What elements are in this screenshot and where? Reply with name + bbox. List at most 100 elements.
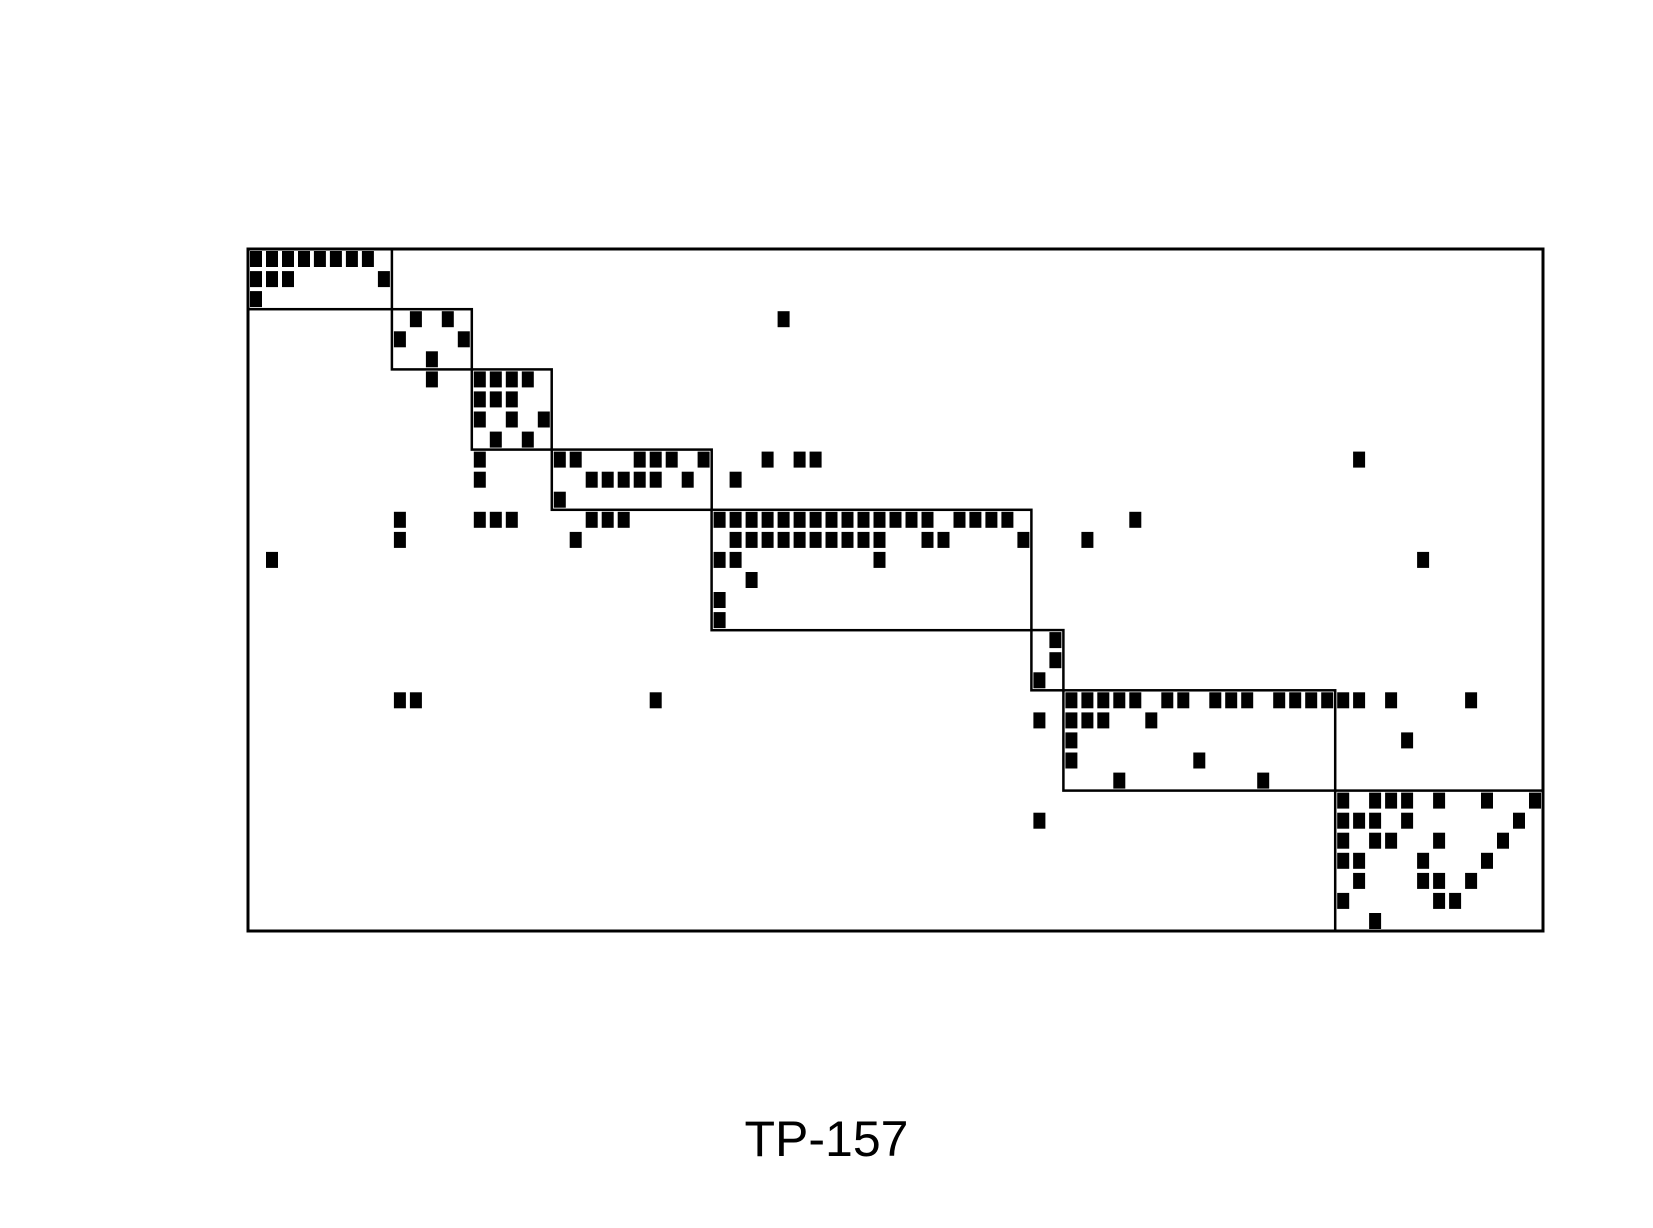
matrix-cell xyxy=(777,511,790,528)
matrix-cell xyxy=(1433,792,1446,809)
matrix-cell xyxy=(1305,692,1318,709)
matrix-cell xyxy=(505,391,518,408)
matrix-cell xyxy=(505,511,518,528)
matrix-cell xyxy=(1337,792,1350,809)
matrix-cell xyxy=(841,531,854,548)
matrix-cell xyxy=(473,391,486,408)
matrix-cell xyxy=(282,271,294,288)
matrix-cell xyxy=(873,531,886,548)
matrix-cell xyxy=(1465,692,1478,709)
matrix-cell xyxy=(473,371,486,388)
matrix-cell xyxy=(649,692,662,709)
matrix-cell xyxy=(1129,511,1142,528)
matrix-cell xyxy=(1481,792,1493,809)
matrix-cell xyxy=(393,331,406,348)
matrix-cell xyxy=(761,531,774,548)
matrix-cell xyxy=(1401,732,1414,749)
matrix-cell xyxy=(1001,511,1014,528)
matrix-cell xyxy=(1513,812,1525,829)
matrix-cell xyxy=(250,271,262,288)
matrix-cell xyxy=(457,331,470,348)
matrix-cell xyxy=(250,291,262,308)
matrix-cell xyxy=(729,531,742,548)
matrix-cell xyxy=(393,531,406,548)
matrix-cell xyxy=(1369,832,1382,849)
matrix-cell xyxy=(697,451,710,468)
matrix-cell xyxy=(489,511,502,528)
matrix-cell xyxy=(777,531,790,548)
matrix-cell xyxy=(745,531,758,548)
matrix-cell xyxy=(1033,812,1046,829)
matrix-cell xyxy=(569,531,582,548)
matrix-cell xyxy=(1145,712,1158,729)
block-outline xyxy=(550,448,713,512)
matrix-cell xyxy=(361,251,374,267)
matrix-cell xyxy=(761,511,774,528)
matrix-cell xyxy=(1033,672,1046,689)
block-outline xyxy=(1062,689,1337,792)
matrix-cell xyxy=(1385,832,1398,849)
matrix-cell xyxy=(713,592,726,608)
matrix-cell xyxy=(1065,712,1078,729)
matrix-cell xyxy=(937,531,950,548)
matrix-cell xyxy=(1417,551,1430,568)
matrix-cell xyxy=(633,471,646,488)
matrix-cell xyxy=(1353,692,1366,709)
matrix-cell xyxy=(889,511,902,528)
matrix-cell xyxy=(825,511,838,528)
matrix-cell xyxy=(313,251,326,267)
matrix-cell xyxy=(825,531,838,548)
matrix-cell xyxy=(1529,792,1541,809)
matrix-cell xyxy=(617,471,630,488)
matrix-cell xyxy=(1417,872,1430,889)
matrix-cell xyxy=(1273,692,1286,709)
matrix-cell xyxy=(617,511,630,528)
matrix-cell xyxy=(921,531,934,548)
matrix-cell xyxy=(1129,692,1142,709)
matrix-cells xyxy=(250,251,1541,929)
matrix-cell xyxy=(969,511,982,528)
matrix-cell xyxy=(1241,692,1254,709)
matrix-cell xyxy=(441,311,454,328)
matrix-cell xyxy=(1193,752,1206,769)
matrix-cell xyxy=(1097,712,1110,729)
matrix-cell xyxy=(953,511,966,528)
matrix-cell xyxy=(873,511,886,528)
block-outline xyxy=(1333,789,1545,933)
matrix-cell xyxy=(345,251,358,267)
matrix-cell xyxy=(1049,652,1062,669)
matrix-cell xyxy=(793,511,806,528)
matrix-cell xyxy=(1049,632,1062,649)
matrix-cell xyxy=(409,311,422,328)
block-outline xyxy=(1030,628,1065,692)
matrix-cell xyxy=(729,511,742,528)
block-outline xyxy=(470,368,553,451)
matrix-cell xyxy=(1433,892,1446,909)
matrix-cell xyxy=(489,431,502,448)
matrix-cell xyxy=(809,451,822,468)
matrix-cell xyxy=(1161,692,1174,709)
matrix-cell xyxy=(713,551,726,568)
matrix-cell xyxy=(473,511,486,528)
block-outline xyxy=(710,508,1033,632)
matrix-cell xyxy=(1337,892,1350,909)
matrix-cell xyxy=(873,551,886,568)
matrix-cell xyxy=(793,451,806,468)
matrix-cell xyxy=(841,511,854,528)
matrix-cell xyxy=(809,511,822,528)
matrix-cell xyxy=(473,451,486,468)
matrix-cell xyxy=(1385,792,1398,809)
matrix-cell xyxy=(777,311,790,328)
matrix-cell xyxy=(1337,852,1350,869)
matrix-cell xyxy=(729,551,742,568)
matrix-cell xyxy=(1369,913,1382,929)
matrix-cell xyxy=(425,371,438,388)
matrix-cell xyxy=(1081,692,1094,709)
matrix-cell xyxy=(266,251,278,267)
matrix-cell xyxy=(377,271,390,288)
matrix-cell xyxy=(1433,832,1446,849)
matrix-cell xyxy=(1337,692,1350,709)
matrix-cell xyxy=(553,491,566,508)
matrix-frame xyxy=(246,247,1545,933)
matrix-cell xyxy=(1225,692,1238,709)
